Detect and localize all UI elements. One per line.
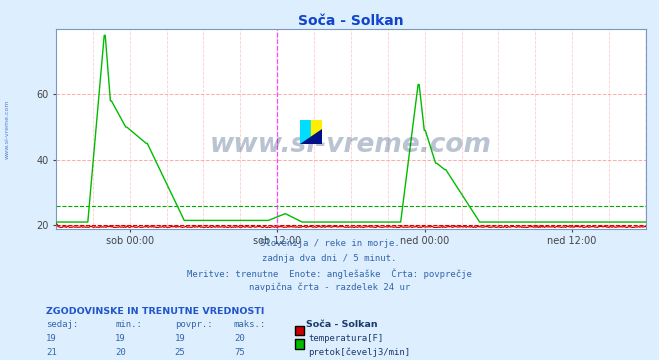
Text: Meritve: trenutne  Enote: anglešaške  Črta: povprečje: Meritve: trenutne Enote: anglešaške Črta…: [187, 268, 472, 279]
Text: 19: 19: [115, 334, 126, 343]
Text: povpr.:: povpr.:: [175, 320, 212, 329]
Text: maks.:: maks.:: [234, 320, 266, 329]
Bar: [311, 120, 322, 144]
Title: Soča - Solkan: Soča - Solkan: [298, 14, 404, 28]
Text: ZGODOVINSKE IN TRENUTNE VREDNOSTI: ZGODOVINSKE IN TRENUTNE VREDNOSTI: [46, 307, 264, 316]
Text: 19: 19: [46, 334, 57, 343]
Text: temperatura[F]: temperatura[F]: [308, 334, 384, 343]
Text: zadnja dva dni / 5 minut.: zadnja dva dni / 5 minut.: [262, 254, 397, 263]
Text: 21: 21: [46, 348, 57, 357]
Text: www.si-vreme.com: www.si-vreme.com: [210, 132, 492, 158]
Text: navpična črta - razdelek 24 ur: navpična črta - razdelek 24 ur: [249, 283, 410, 292]
Bar: [300, 120, 311, 144]
Text: pretok[čevelj3/min]: pretok[čevelj3/min]: [308, 348, 411, 357]
Text: 19: 19: [175, 334, 185, 343]
Text: 25: 25: [175, 348, 185, 357]
Text: 20: 20: [115, 348, 126, 357]
Polygon shape: [300, 129, 322, 144]
Text: min.:: min.:: [115, 320, 142, 329]
Text: sedaj:: sedaj:: [46, 320, 78, 329]
Text: 75: 75: [234, 348, 244, 357]
Text: Soča - Solkan: Soča - Solkan: [306, 320, 378, 329]
Text: 20: 20: [234, 334, 244, 343]
Text: Slovenija / reke in morje.: Slovenija / reke in morje.: [260, 239, 399, 248]
Text: www.si-vreme.com: www.si-vreme.com: [5, 100, 10, 159]
